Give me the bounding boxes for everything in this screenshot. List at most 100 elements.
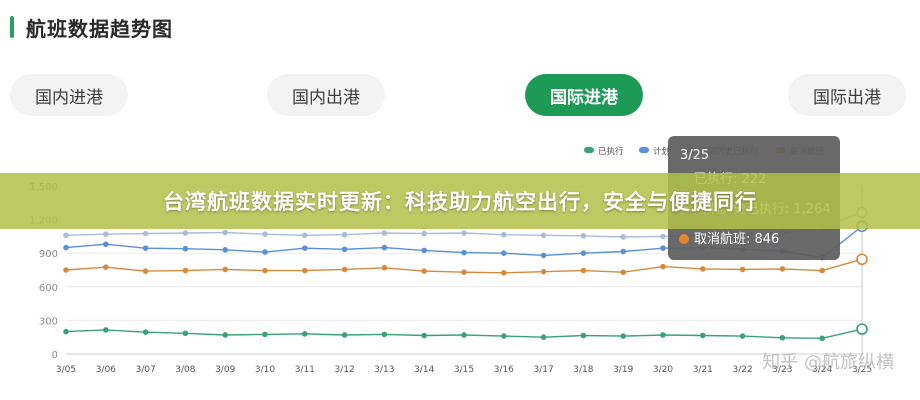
headline-banner: 台湾航班数据实时更新：科技助力航空出行，安全与便捷同行 [0, 173, 920, 229]
data-point [262, 231, 268, 237]
data-point [103, 264, 109, 271]
page-title: 航班数据趋势图 [26, 16, 173, 41]
data-point [620, 333, 627, 339]
x-tick-label: 3/20 [653, 365, 673, 375]
x-tick-label: 3/25 [852, 365, 872, 375]
data-point [819, 267, 826, 274]
data-point [381, 264, 388, 271]
x-tick-label: 3/24 [812, 365, 832, 375]
data-point [381, 230, 388, 236]
y-tick-label: 0 [52, 350, 58, 361]
data-point [501, 270, 507, 276]
tooltip-value: 取消航班: 846 [694, 231, 779, 247]
data-point [461, 332, 467, 338]
data-point [262, 331, 268, 338]
data-point [461, 249, 467, 256]
data-point [302, 245, 308, 251]
data-point [739, 333, 746, 339]
x-tick-label: 3/09 [215, 365, 235, 375]
x-tick-label: 3/12 [334, 365, 354, 375]
data-point [660, 263, 666, 270]
x-tick-label: 3/17 [533, 365, 553, 375]
x-tick-label: 3/07 [135, 365, 155, 375]
tab-bar: 国内进港 国内出港 国际进港 国际出港 [0, 74, 920, 118]
data-point [142, 268, 149, 274]
legend-label: 计划 [653, 146, 670, 157]
tab-domestic-departure[interactable]: 国内出港 [267, 74, 385, 116]
tab-international-arrival[interactable]: 国际进港 [525, 74, 643, 116]
y-tick-label: 300 [39, 316, 58, 327]
data-point [580, 332, 587, 339]
tab-domestic-arrival[interactable]: 国内进港 [10, 74, 128, 116]
data-point [501, 333, 507, 339]
data-point [660, 332, 666, 338]
data-point [580, 233, 587, 239]
x-tick-label: 3/11 [295, 365, 315, 375]
data-point [182, 267, 189, 274]
x-tick-label: 3/05 [56, 365, 76, 375]
data-point [819, 335, 826, 342]
data-point [580, 267, 587, 274]
data-point [222, 266, 228, 273]
data-point [222, 332, 228, 338]
tab-international-departure[interactable]: 国际出港 [788, 74, 906, 116]
data-point [421, 230, 428, 237]
data-point [103, 231, 109, 237]
data-point [501, 231, 507, 238]
data-point [142, 329, 149, 335]
data-point [103, 327, 109, 333]
data-point [341, 246, 348, 253]
data-point [540, 268, 547, 275]
data-point [501, 250, 507, 256]
data-point [142, 245, 149, 251]
chart-header: 航班数据趋势图 [10, 14, 173, 41]
data-point [660, 245, 666, 251]
data-point [540, 232, 547, 239]
data-point [739, 266, 746, 273]
headline-text: 台湾航班数据实时更新：科技助力航空出行，安全与便捷同行 [163, 190, 757, 214]
data-point [540, 252, 547, 259]
x-tick-label: 3/06 [96, 365, 116, 375]
data-point [779, 266, 786, 272]
tooltip-dot [679, 234, 689, 244]
data-point [341, 231, 348, 238]
data-point [421, 247, 428, 254]
data-point [461, 230, 467, 236]
data-point [182, 230, 189, 236]
data-point [63, 232, 69, 239]
x-tick-label: 3/14 [414, 365, 434, 375]
x-tick-label: 3/13 [374, 365, 394, 375]
data-point [660, 233, 666, 240]
data-point [620, 269, 627, 276]
data-point [262, 249, 268, 255]
x-tick-label: 3/15 [454, 365, 474, 375]
y-tick-label: 600 [39, 283, 58, 294]
tooltip-date: 3/25 [680, 148, 709, 163]
y-tick-label: 900 [39, 249, 58, 260]
data-point [302, 331, 308, 337]
data-point [580, 250, 587, 256]
data-point [103, 241, 109, 248]
x-tick-label: 3/18 [573, 365, 593, 375]
data-point [700, 332, 706, 339]
data-point [63, 328, 69, 335]
data-point [381, 331, 388, 338]
data-point [302, 267, 308, 274]
data-point [341, 266, 348, 273]
data-point [222, 229, 228, 236]
data-point [182, 330, 189, 337]
x-tick-label: 3/10 [255, 365, 275, 375]
watermark: 知乎 @航旅纵横 [762, 352, 894, 373]
data-point [63, 244, 69, 251]
legend-swatch [639, 147, 649, 153]
data-point [302, 232, 308, 239]
x-tick-label: 3/23 [772, 365, 792, 375]
x-tick-label: 3/16 [494, 365, 514, 375]
data-point [421, 332, 428, 339]
x-tick-label: 3/21 [693, 365, 713, 375]
data-point [182, 245, 189, 252]
x-tick-label: 3/08 [175, 365, 195, 375]
data-point [381, 244, 388, 251]
data-point [461, 269, 467, 276]
data-point [262, 267, 268, 274]
